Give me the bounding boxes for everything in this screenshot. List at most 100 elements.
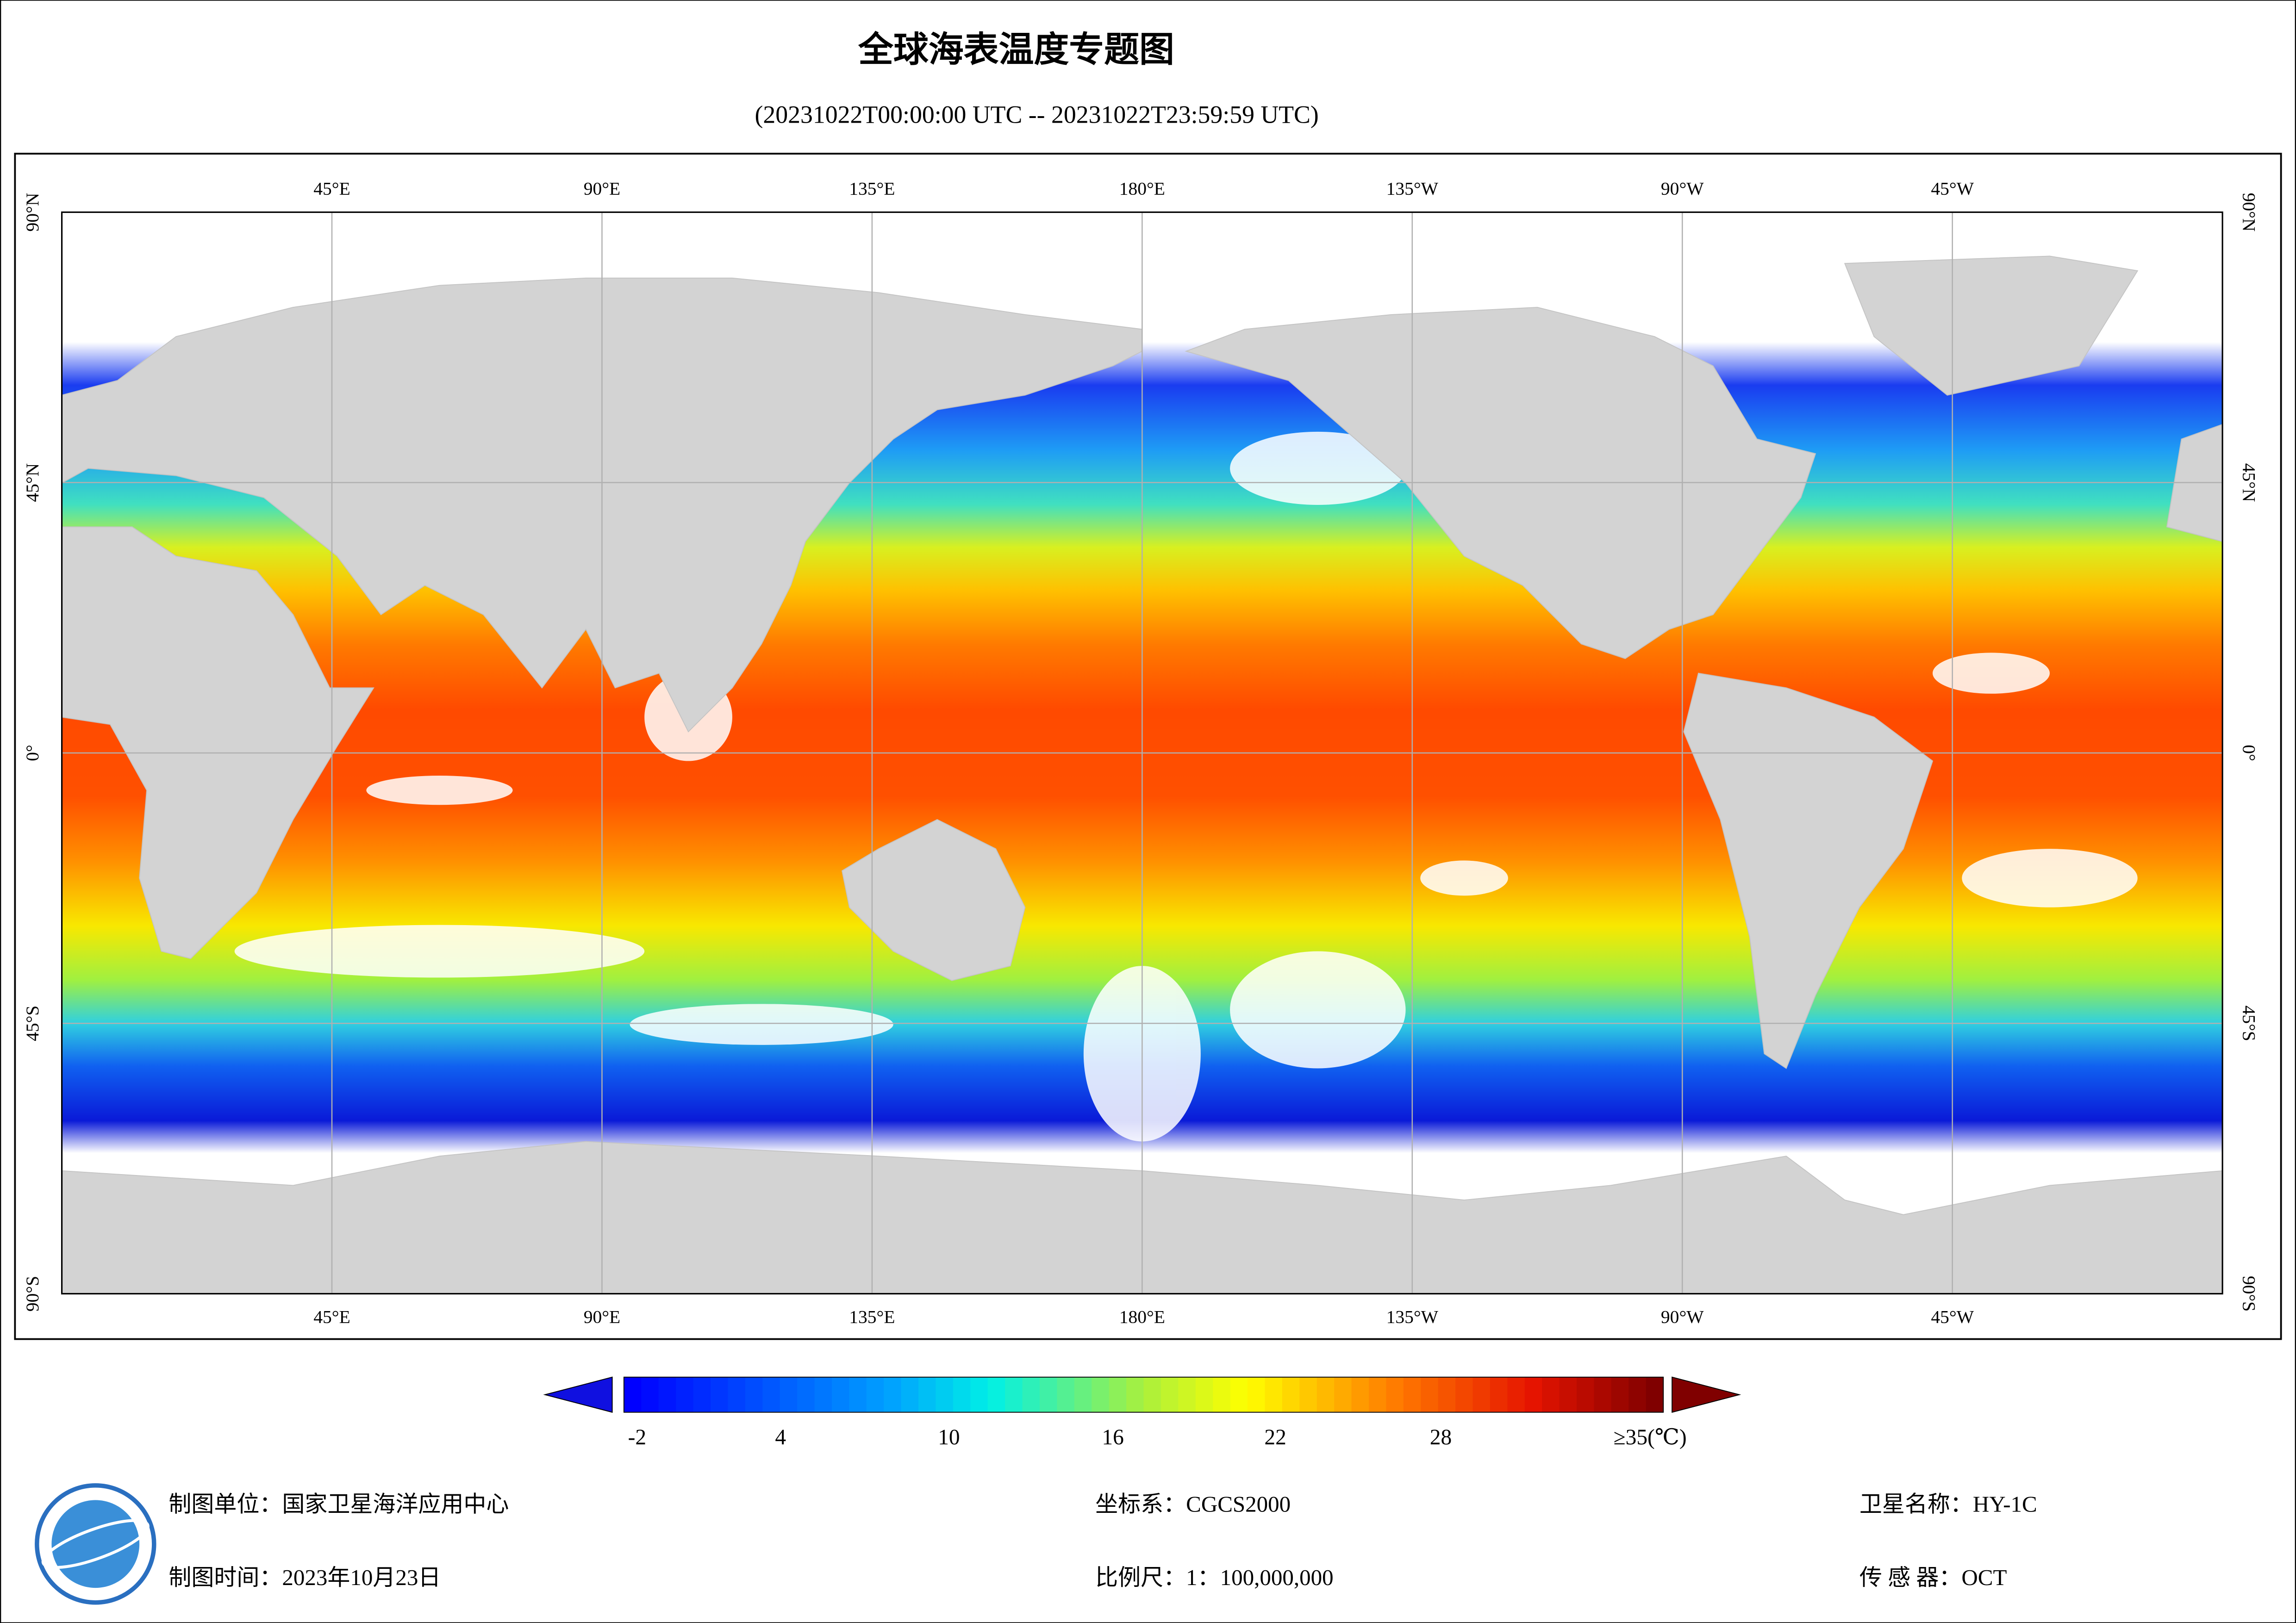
colorbar-swatch	[658, 1377, 677, 1412]
lon-label-top: 45°E	[313, 179, 350, 199]
graticule: 45°E 45°E 90°E 90°E 135°E 135°E 180°E 180°E 135°…	[22, 179, 2259, 1327]
lon-label-top: 45°W	[1931, 179, 1974, 199]
colorbar-swatch	[1074, 1377, 1092, 1412]
colorbar-swatch	[1628, 1377, 1647, 1412]
colorbar-swatch	[1039, 1377, 1058, 1412]
colorbar-swatch	[1438, 1377, 1456, 1412]
colorbar-label: 16	[1102, 1425, 1123, 1449]
colorbar-swatch	[1022, 1377, 1040, 1412]
colorbar-swatch	[1403, 1377, 1422, 1412]
colorbar-swatch	[762, 1377, 780, 1412]
colorbar-label: -2	[628, 1425, 647, 1449]
colorbar-swatch	[866, 1377, 885, 1412]
lat-label-right: 45°S	[2239, 1006, 2259, 1041]
colorbar-swatch	[780, 1377, 798, 1412]
colorbar-swatch	[1230, 1377, 1248, 1412]
colorbar-swatch	[1160, 1377, 1179, 1412]
colorbar-swatch	[1559, 1377, 1577, 1412]
lon-label-bottom: 180°E	[1119, 1307, 1165, 1327]
colorbar-swatch	[693, 1377, 711, 1412]
colorbar-swatch	[1092, 1377, 1110, 1412]
colorbar-swatch	[1611, 1377, 1629, 1412]
colorbar-swatch	[1368, 1377, 1387, 1412]
mapping-unit: 制图单位：国家卫星海洋应用中心	[168, 1492, 509, 1517]
lon-label-bottom: 90°E	[584, 1307, 620, 1327]
colorbar-swatch	[676, 1377, 694, 1412]
colorbar-swatch	[710, 1377, 729, 1412]
colorbar-swatch	[1005, 1377, 1023, 1412]
lat-label-right: 90°S	[2239, 1276, 2259, 1312]
colorbar-swatch	[1351, 1377, 1369, 1412]
colorbar-swatch	[1057, 1377, 1075, 1412]
map: 45°E 45°E 90°E 90°E 135°E 135°E 180°E 180°E 135°…	[22, 179, 2259, 1327]
colorbar-swatch	[1316, 1377, 1335, 1412]
colorbar-swatch	[901, 1377, 919, 1412]
colorbar-swatch	[1334, 1377, 1352, 1412]
colorbar-swatch	[970, 1377, 988, 1412]
colorbar-swatch	[641, 1377, 659, 1412]
colorbar-swatch	[953, 1377, 971, 1412]
colorbar-swatch	[1524, 1377, 1543, 1412]
title: 全球海表温度专题图	[858, 29, 1174, 70]
lon-label-bottom: 45°E	[313, 1307, 350, 1327]
colorbar-swatch	[1577, 1377, 1595, 1412]
lon-label-top: 135°W	[1386, 179, 1439, 199]
cloud-gaps	[234, 431, 2138, 1142]
colorbar-swatch	[624, 1377, 642, 1412]
colorbar-swatch	[1265, 1377, 1283, 1412]
colorbar-swatch	[918, 1377, 936, 1412]
colorbar-label: 28	[1430, 1425, 1452, 1449]
lon-label-top: 180°E	[1119, 179, 1165, 199]
colorbar-swatch	[1490, 1377, 1508, 1412]
colorbar-under	[543, 1376, 613, 1413]
colorbar-swatch	[1299, 1377, 1317, 1412]
colorbar-swatch	[1109, 1377, 1127, 1412]
colorbar-swatch	[1542, 1377, 1560, 1412]
colorbar-swatch	[1213, 1377, 1231, 1412]
mapping-date: 制图时间：2023年10月23日	[168, 1565, 441, 1590]
colorbar: -2 4 10 16 22 28 ≥35(℃)	[543, 1376, 1741, 1449]
colorbar-swatch	[797, 1377, 815, 1412]
lat-label-left: 90°S	[22, 1276, 43, 1312]
logo	[35, 1483, 156, 1605]
colorbar-over	[1672, 1376, 1741, 1413]
colorbar-swatch	[987, 1377, 1006, 1412]
lon-label-top: 90°E	[584, 179, 620, 199]
lon-label-top: 90°W	[1661, 179, 1704, 199]
colorbar-swatch	[1126, 1377, 1144, 1412]
colorbar-swatch	[849, 1377, 867, 1412]
lat-label-right: 45°N	[2239, 463, 2259, 502]
colorbar-swatch	[1421, 1377, 1439, 1412]
satellite-name: 卫星名称：HY-1C	[1859, 1492, 2037, 1517]
colorbar-swatch	[831, 1377, 850, 1412]
lon-label-bottom: 90°W	[1661, 1307, 1704, 1327]
lat-label-left: 0°	[22, 745, 43, 761]
lat-label-right: 0°	[2239, 745, 2259, 761]
colorbar-swatch	[745, 1377, 763, 1412]
lat-label-left: 90°N	[22, 193, 43, 232]
lon-label-bottom: 45°W	[1931, 1307, 1974, 1327]
colorbar-label: 10	[938, 1425, 960, 1449]
colorbar-swatch	[1386, 1377, 1404, 1412]
colorbar-swatch	[1646, 1377, 1664, 1412]
sensor-name: 传 感 器：OCT	[1859, 1565, 2007, 1590]
lat-label-left: 45°N	[22, 463, 43, 502]
colorbar-swatch	[1455, 1377, 1473, 1412]
colorbar-swatch	[814, 1377, 832, 1412]
colorbar-swatch	[1472, 1377, 1491, 1412]
subtitle: (20231022T00:00:00 UTC -- 20231022T23:59…	[755, 101, 1319, 129]
colorbar-label: 4	[775, 1425, 786, 1449]
colorbar-label: ≥35(℃)	[1614, 1425, 1687, 1449]
colorbar-swatch	[936, 1377, 954, 1412]
lat-label-left: 45°S	[22, 1006, 43, 1041]
colorbar-swatch	[1178, 1377, 1196, 1412]
map-scale: 比例尺：1：100,000,000	[1095, 1565, 1334, 1590]
colorbar-swatch	[1195, 1377, 1214, 1412]
lon-label-top: 135°E	[849, 179, 895, 199]
colorbar-swatch	[1282, 1377, 1300, 1412]
colorbar-swatch	[884, 1377, 902, 1412]
colorbar-swatch	[1143, 1377, 1161, 1412]
coordinate-system: 坐标系：CGCS2000	[1095, 1492, 1291, 1517]
lon-label-bottom: 135°W	[1386, 1307, 1439, 1327]
colorbar-label: 22	[1264, 1425, 1286, 1449]
